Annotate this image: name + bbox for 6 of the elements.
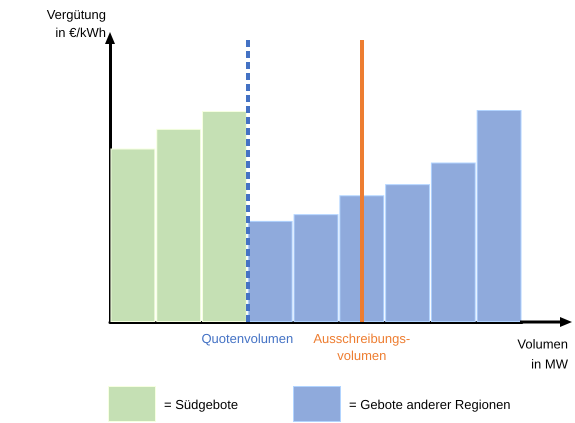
- text: = Südgebote: [164, 396, 238, 412]
- x-axis-title: Volumen in MW: [517, 336, 569, 372]
- text: Vergütung in €/kWh: [46, 6, 106, 42]
- text: Ausschreibungs- volumen: [313, 331, 410, 363]
- text: = Gebote anderer Regionen: [349, 396, 511, 412]
- text: Quotenvolumen: [201, 331, 294, 346]
